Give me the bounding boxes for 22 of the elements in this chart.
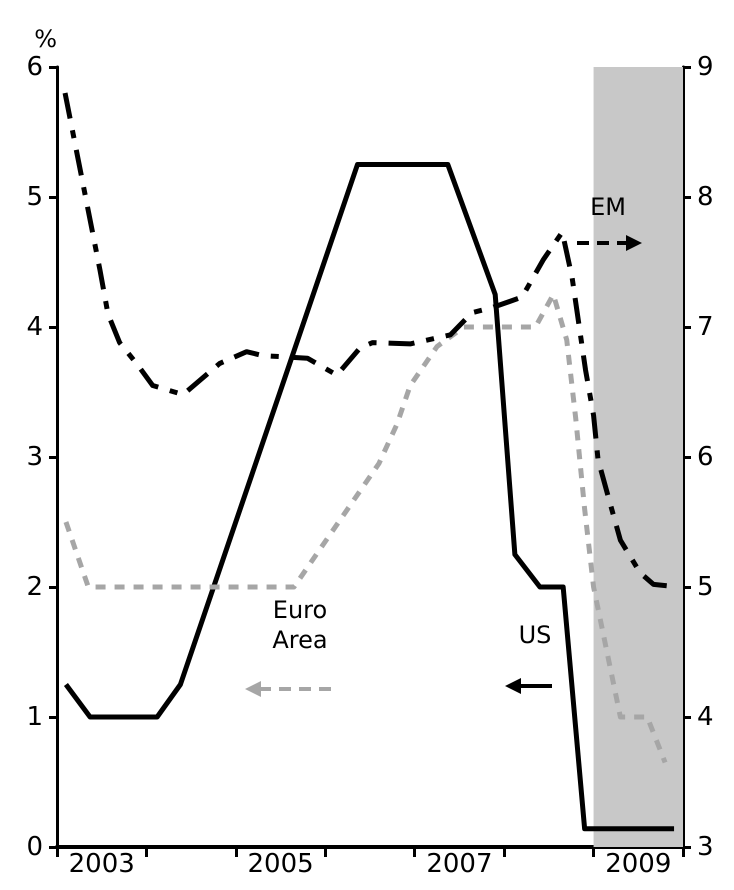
series-label: EM <box>589 192 627 222</box>
y-axis-title: % <box>34 25 57 53</box>
y2-tick-label: 3 <box>697 832 714 862</box>
x-tick-label: 2005 <box>247 849 314 879</box>
y2-tick-label: 9 <box>697 52 714 82</box>
x-tick-label: 2003 <box>68 849 135 879</box>
x-tick-label: 2009 <box>605 849 672 879</box>
y2-tick-label: 7 <box>697 312 714 342</box>
y-tick-label: 2 <box>26 572 43 602</box>
y-tick-label: 4 <box>26 312 43 342</box>
y2-tick-label: 6 <box>697 442 714 472</box>
y-tick-label: 6 <box>26 52 43 82</box>
x-tick-label: 2007 <box>426 849 493 879</box>
y-tick-label: 3 <box>26 442 43 472</box>
y-tick-label: 0 <box>26 832 43 862</box>
y2-tick-label: 8 <box>697 182 714 212</box>
series-label: Euro Area <box>271 595 329 655</box>
y2-tick-label: 4 <box>697 702 714 732</box>
series-label: US <box>518 620 552 650</box>
y2-tick-label: 5 <box>697 572 714 602</box>
y-tick-label: 5 <box>26 182 43 212</box>
y-tick-label: 1 <box>26 702 43 732</box>
